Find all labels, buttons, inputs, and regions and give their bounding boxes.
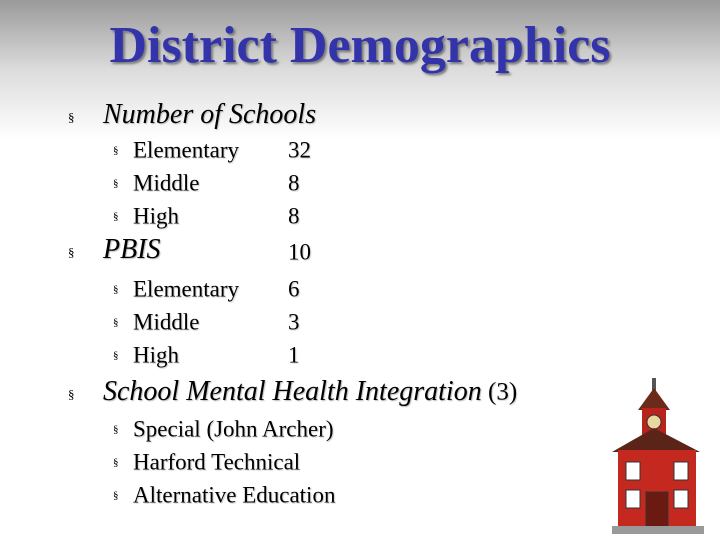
item-label: Elementary: [133, 276, 240, 302]
bullet: §: [68, 244, 75, 260]
bullet: §: [113, 283, 119, 296]
section-value: (3): [488, 378, 518, 406]
bullet: §: [113, 144, 119, 157]
item-value: 3: [288, 309, 300, 335]
item-label: Elementary: [133, 137, 240, 163]
schoolhouse-icon: [612, 378, 704, 534]
item-label: Middle: [133, 170, 200, 196]
item-label: Alternative Education: [133, 482, 336, 508]
item-label: Special (John Archer): [133, 416, 334, 442]
bullet: §: [113, 349, 119, 362]
item-label: High: [133, 342, 179, 368]
section-label: Number of Schools: [103, 99, 317, 130]
bullet: §: [113, 316, 119, 329]
section-label: PBIS: [103, 234, 161, 265]
bullet: §: [113, 489, 119, 502]
bullet: §: [113, 177, 119, 190]
item-label: Harford Technical: [133, 449, 301, 475]
item-value: 32: [288, 137, 311, 163]
section-label: School Mental Health Integration: [103, 376, 482, 407]
section-value: 10: [288, 239, 311, 265]
item-value: 1: [288, 342, 300, 368]
bullet: §: [113, 210, 119, 223]
item-value: 6: [288, 276, 300, 302]
bullet: §: [113, 456, 119, 469]
bullet: §: [68, 386, 75, 402]
bullet: §: [68, 109, 75, 125]
item-value: 8: [288, 170, 300, 196]
slide-title: District Demographics: [109, 17, 611, 74]
item-label: High: [133, 203, 179, 229]
bullet: §: [113, 423, 119, 436]
item-value: 8: [288, 203, 300, 229]
item-label: Middle: [133, 309, 200, 335]
